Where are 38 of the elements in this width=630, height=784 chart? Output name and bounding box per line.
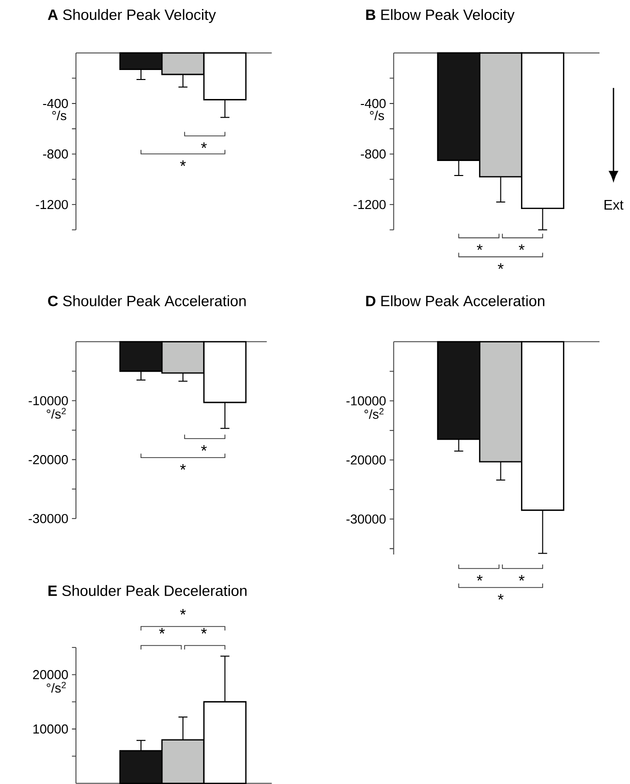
y-tick-label: -20000: [28, 455, 68, 464]
annotation: *: [180, 160, 186, 166]
text: *: [518, 575, 524, 581]
chart-title: B Elbow Peak Velocity: [366, 9, 514, 23]
annotation: *: [180, 464, 186, 470]
text: *: [476, 575, 482, 581]
y-tick-label: -30000: [28, 514, 68, 524]
annotation: *: [200, 445, 207, 451]
y-tick-label: -800: [360, 149, 386, 159]
chart-title: E Shoulder Peak Deceleration: [48, 585, 246, 596]
text: *: [518, 244, 524, 250]
annotation: *: [200, 142, 207, 148]
text: *: [498, 594, 504, 600]
y-tick-label: 10000: [33, 724, 68, 734]
y-tick-label: 20000: [32, 670, 68, 680]
y-tick-label: -30000: [346, 514, 386, 524]
y-axis-title: °/s: [370, 110, 384, 120]
y-tick-label: -1200: [36, 200, 68, 210]
y-axis-title: °/s$^{2}$: [46, 682, 66, 693]
y-tick-label: -400: [42, 98, 68, 108]
y-tick-label: -10000: [346, 396, 386, 406]
y-tick-label: -10000: [28, 396, 68, 406]
text: *: [498, 263, 504, 269]
text: *: [180, 609, 186, 615]
y-tick-label: -800: [42, 149, 68, 159]
text: *: [158, 628, 165, 634]
text: *: [476, 244, 482, 250]
y-axis-title: °/s: [52, 110, 66, 120]
y-tick-label: -400: [360, 98, 386, 108]
y-tick-label: -20000: [346, 455, 386, 465]
y-axis-title: °/s$^{2}$: [46, 408, 66, 419]
y-tick-label: -1200: [353, 200, 386, 210]
chart-title: D Elbow Peak Acceleration: [366, 295, 544, 306]
text: Ext: [604, 200, 624, 210]
y-axis-title: °/s$^{2}$: [364, 408, 384, 419]
chart-title: C Shoulder Peak Acceleration: [48, 295, 246, 306]
text: *: [200, 628, 207, 634]
chart-title: A Shoulder Peak Velocity: [48, 9, 216, 23]
